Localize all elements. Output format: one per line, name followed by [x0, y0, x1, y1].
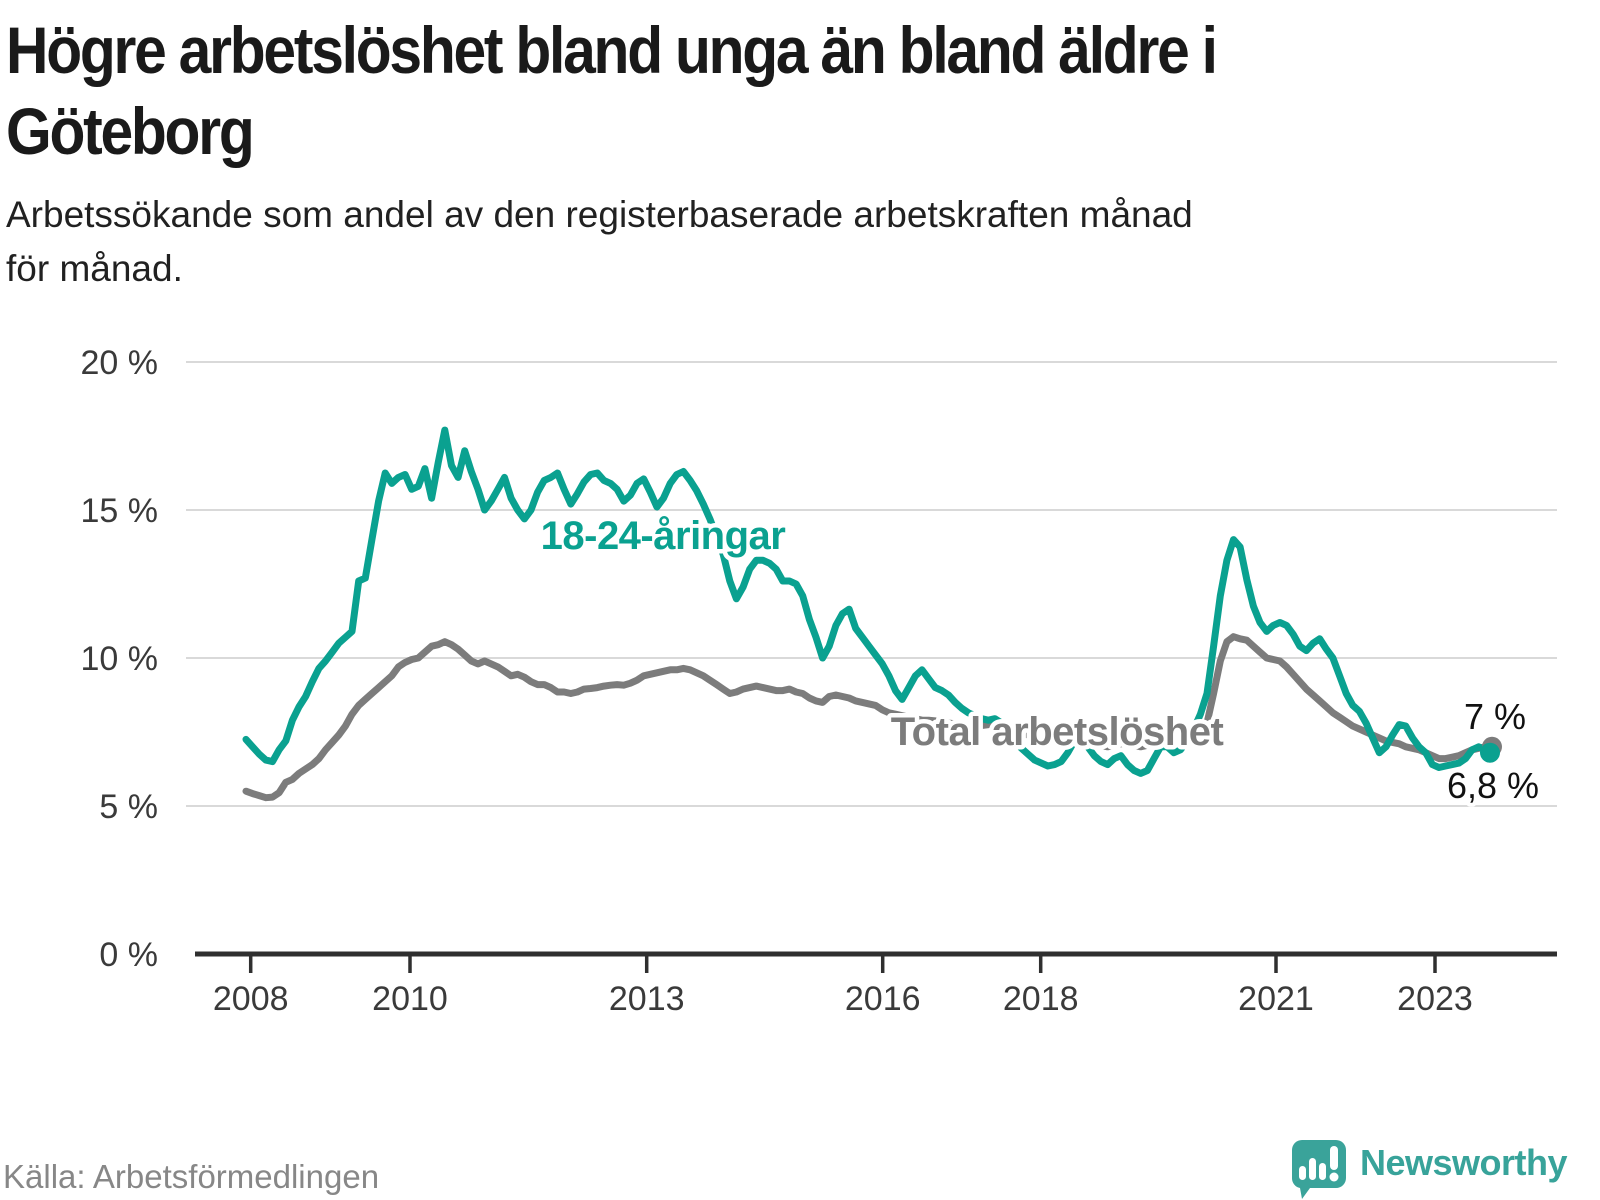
x-label-2018: 2018 — [1003, 980, 1079, 1018]
x-label-2023: 2023 — [1397, 980, 1473, 1018]
y-label-15: 15 % — [81, 492, 159, 530]
subtitle-line-2: för månad. — [6, 247, 183, 289]
subtitle-line-1: Arbetssökande som andel av den registerb… — [6, 194, 1193, 235]
newsworthy-logo-icon — [1291, 1140, 1346, 1199]
series-end-dot-youth — [1480, 742, 1500, 763]
title-line-2: Göteborg — [6, 93, 255, 168]
x-label-2016: 2016 — [845, 980, 921, 1018]
end-value-label-youth: 6,8 % — [1447, 765, 1539, 806]
series-label-youth: 18-24-åringar — [541, 514, 786, 558]
series-line-total — [242, 633, 1496, 802]
title-line-1: Högre arbetslöshet bland unga än bland ä… — [6, 13, 1218, 87]
y-label-10: 10 % — [81, 640, 159, 678]
x-label-2013: 2013 — [609, 980, 685, 1018]
source-note: Källa: Arbetsförmedlingen — [3, 1158, 380, 1195]
y-label-5: 5 % — [99, 788, 158, 826]
x-label-2008: 2008 — [213, 980, 289, 1018]
page-title: Högre arbetslöshet bland unga än bland ä… — [6, 10, 1600, 171]
y-label-20: 20 % — [81, 344, 159, 382]
newsworthy-wordmark: Newsworthy — [1360, 1142, 1568, 1183]
series-label-total: Total arbetslöshet — [891, 710, 1224, 754]
x-label-2021: 2021 — [1238, 980, 1314, 1018]
chart-subtitle: Arbetssökande som andel av den registerb… — [6, 188, 1586, 295]
series-line-youth — [242, 426, 1496, 777]
newsworthy-brand: Newsworthy — [1286, 1134, 1600, 1200]
y-label-0: 0 % — [99, 936, 158, 974]
end-value-label-total: 7 % — [1464, 696, 1526, 737]
x-label-2010: 2010 — [372, 980, 448, 1018]
